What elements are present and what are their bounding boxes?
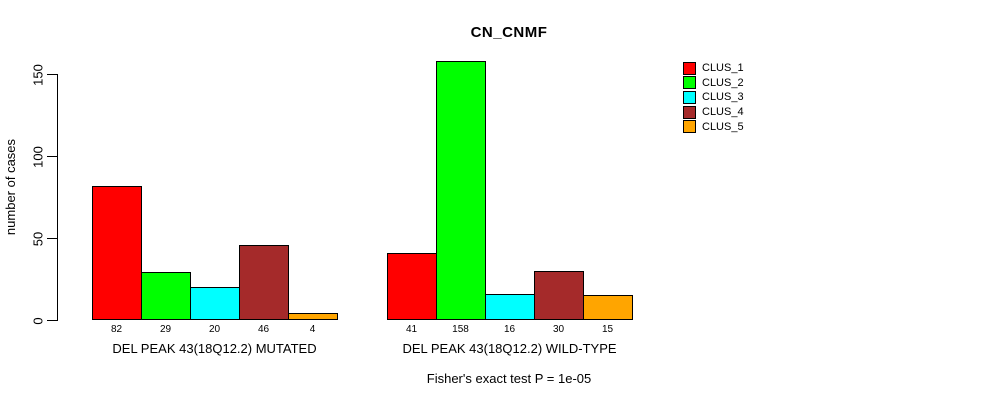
legend-swatch — [683, 90, 696, 104]
y-tick-mark — [47, 238, 57, 239]
bar-clus_2 — [436, 61, 486, 320]
y-tick-mark — [47, 74, 57, 75]
chart-title: CN_CNMF — [470, 24, 548, 41]
legend-label: CLUS_2 — [702, 76, 744, 89]
bar-clus_3 — [190, 287, 240, 320]
legend-label: CLUS_1 — [702, 62, 744, 75]
y-tick-label: 100 — [30, 145, 46, 168]
bar-clus_2 — [141, 272, 191, 320]
bar-clus_5 — [583, 295, 633, 320]
bar-value-label: 20 — [208, 324, 221, 335]
legend-label: CLUS_4 — [702, 106, 744, 119]
bar-clus_4 — [534, 271, 584, 320]
bar-value-label: 158 — [452, 324, 469, 335]
legend-row: CLUS_2 — [683, 76, 744, 91]
y-axis-label: number of cases — [3, 138, 18, 236]
bar-value-label: 46 — [257, 324, 270, 335]
bar-value-label: 4 — [309, 324, 316, 335]
bar-value-label: 82 — [110, 324, 123, 335]
y-tick-mark — [47, 156, 57, 157]
legend-swatch — [683, 105, 696, 119]
legend-swatch — [683, 120, 696, 134]
y-tick-label: 0 — [30, 316, 46, 325]
bar-clus_3 — [485, 294, 535, 320]
y-tick-mark — [47, 320, 57, 321]
x-category-label: DEL PEAK 43(18Q12.2) WILD-TYPE — [402, 341, 617, 356]
bar-value-label: 15 — [601, 324, 614, 335]
y-axis-line — [57, 74, 58, 321]
legend-swatch — [683, 61, 696, 75]
y-tick-label: 150 — [30, 63, 46, 86]
legend: CLUS_1 CLUS_2 CLUS_3 CLUS_4 CLUS_5 — [683, 61, 744, 134]
bar-value-label: 29 — [159, 324, 172, 335]
legend-label: CLUS_5 — [702, 120, 744, 133]
bar-clus_5 — [288, 313, 338, 320]
x-category-label: DEL PEAK 43(18Q12.2) MUTATED — [112, 341, 317, 356]
bar-value-label: 30 — [552, 324, 565, 335]
bar-value-label: 41 — [405, 324, 418, 335]
bar-clus_1 — [92, 186, 142, 320]
legend-row: CLUS_1 — [683, 61, 744, 76]
legend-row: CLUS_4 — [683, 105, 744, 120]
bar-value-label: 16 — [503, 324, 516, 335]
footnote: Fisher's exact test P = 1e-05 — [426, 371, 592, 386]
y-tick-label: 50 — [30, 231, 46, 246]
legend-row: CLUS_3 — [683, 90, 744, 105]
bar-clus_4 — [239, 245, 289, 320]
legend-label: CLUS_3 — [702, 91, 744, 104]
legend-swatch — [683, 76, 696, 90]
legend-row: CLUS_5 — [683, 119, 744, 134]
bar-clus_1 — [387, 253, 437, 320]
